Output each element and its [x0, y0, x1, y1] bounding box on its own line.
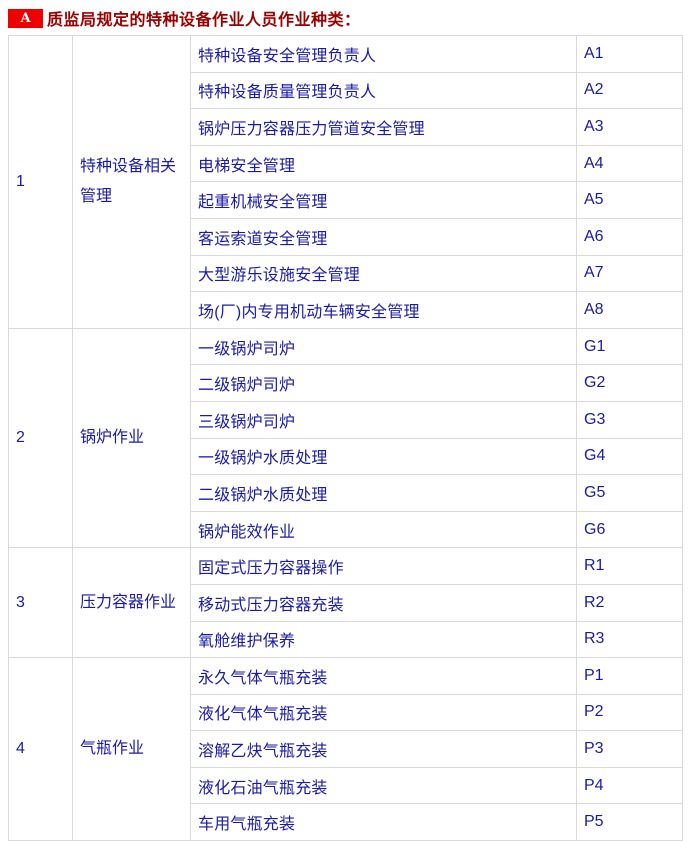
job-code-cell: A6 — [576, 217, 683, 256]
table-row: 锅炉压力容器压力管道安全管理 A3 — [9, 108, 683, 146]
job-code-cell: G2 — [576, 364, 683, 402]
job-name-cell: 固定式压力容器操作 — [190, 547, 577, 585]
group-number-cell: 1 — [8, 35, 73, 329]
table-row: 大型游乐设施安全管理 A7 — [9, 254, 683, 293]
job-name-cell: 溶解乙炔气瓶充装 — [190, 730, 577, 768]
job-code-cell: A1 — [576, 35, 683, 73]
job-name-cell: 场(厂)内专用机动车辆安全管理 — [190, 291, 577, 329]
job-name-cell: 液化石油气瓶充装 — [190, 766, 577, 805]
job-code-cell: A8 — [576, 291, 683, 329]
job-name-cell: 客运索道安全管理 — [190, 217, 577, 256]
group-category-cell: 特种设备相关管理 — [72, 35, 191, 329]
job-code-cell: G1 — [576, 327, 683, 366]
group-number-cell: 3 — [8, 547, 73, 659]
job-code-cell: G4 — [576, 437, 683, 476]
job-code-cell: R1 — [576, 547, 683, 585]
job-code-cell: A5 — [576, 181, 683, 219]
table-row: 锅炉能效作业 G6 — [9, 510, 683, 549]
job-name-cell: 氧舱维护保养 — [190, 620, 577, 659]
table-row: 车用气瓶充装 P5 — [9, 803, 683, 841]
job-code-cell: G3 — [576, 400, 683, 439]
table-row: 氧舱维护保养 R3 — [9, 620, 683, 659]
group-number-cell: 4 — [8, 657, 73, 841]
page-title: 质监局规定的特种设备作业人员作业种类： — [47, 12, 361, 29]
job-name-cell: 电梯安全管理 — [190, 144, 577, 183]
job-name-cell: 三级锅炉司炉 — [190, 400, 577, 439]
table-row: 场(厂)内专用机动车辆安全管理 A8 — [9, 291, 683, 329]
table-row: 溶解乙炔气瓶充装 P3 — [9, 730, 683, 768]
table-row: 特种设备质量管理负责人 A2 — [9, 71, 683, 110]
page-title-bar: A 质监局规定的特种设备作业人员作业种类： — [8, 8, 681, 29]
job-code-cell: P4 — [576, 766, 683, 805]
table-row: 2 锅炉作业 一级锅炉司炉 G1 — [8, 327, 683, 549]
group-category-cell: 锅炉作业 — [72, 327, 191, 549]
table-row: 移动式压力容器充装 R2 — [9, 583, 683, 622]
job-code-cell: G5 — [576, 474, 683, 512]
group-category-cell: 压力容器作业 — [72, 547, 191, 659]
section-a-badge: A — [8, 8, 43, 28]
job-name-cell: 液化气体气瓶充装 — [190, 693, 577, 732]
job-name-cell: 一级锅炉水质处理 — [190, 437, 577, 476]
job-code-cell: R3 — [576, 620, 683, 659]
job-code-cell: P3 — [576, 730, 683, 768]
job-name-cell: 一级锅炉司炉 — [190, 327, 577, 366]
table-row: 起重机械安全管理 A5 — [9, 181, 683, 219]
job-name-cell: 特种设备安全管理负责人 — [190, 35, 577, 73]
table-row: 液化石油气瓶充装 P4 — [9, 766, 683, 805]
job-name-cell: 永久气体气瓶充装 — [190, 657, 577, 695]
job-code-cell: P5 — [576, 803, 683, 841]
job-name-cell: 大型游乐设施安全管理 — [190, 254, 577, 293]
job-categories-table-body: 1 特种设备相关管理 特种设备安全管理负责人 A1 特种设备质量管理负责人 A2 锅炉压力容… — [8, 35, 683, 841]
job-code-cell: A2 — [576, 71, 683, 110]
table-row: 三级锅炉司炉 G3 — [9, 400, 683, 439]
job-code-cell: A3 — [576, 108, 683, 146]
job-name-cell: 移动式压力容器充装 — [190, 583, 577, 622]
job-name-cell: 车用气瓶充装 — [190, 803, 577, 841]
job-code-cell: P1 — [576, 657, 683, 695]
table-row: 3 压力容器作业 固定式压力容器操作 R1 — [8, 547, 683, 659]
table-row: 4 气瓶作业 永久气体气瓶充装 P1 — [8, 657, 683, 841]
job-code-cell: P2 — [576, 693, 683, 732]
job-name-cell: 二级锅炉水质处理 — [190, 474, 577, 512]
job-name-cell: 锅炉能效作业 — [190, 510, 577, 549]
job-code-cell: A7 — [576, 254, 683, 293]
job-name-cell: 特种设备质量管理负责人 — [190, 71, 577, 110]
group-category-cell: 气瓶作业 — [72, 657, 191, 841]
group-number-cell: 2 — [8, 327, 73, 549]
table-row: 二级锅炉水质处理 G5 — [9, 474, 683, 512]
job-code-cell: R2 — [576, 583, 683, 622]
job-categories-table: 1 特种设备相关管理 特种设备安全管理负责人 A1 特种设备质量管理负责人 A2 锅炉压力容… — [8, 35, 683, 841]
table-row: 客运索道安全管理 A6 — [9, 217, 683, 256]
job-code-cell: G6 — [576, 510, 683, 549]
table-row: 1 特种设备相关管理 特种设备安全管理负责人 A1 — [8, 35, 683, 329]
table-row: 电梯安全管理 A4 — [9, 144, 683, 183]
table-row: 液化气体气瓶充装 P2 — [9, 693, 683, 732]
table-row: 二级锅炉司炉 G2 — [9, 364, 683, 402]
job-name-cell: 锅炉压力容器压力管道安全管理 — [190, 108, 577, 146]
job-name-cell: 起重机械安全管理 — [190, 181, 577, 219]
job-code-cell: A4 — [576, 144, 683, 183]
job-name-cell: 二级锅炉司炉 — [190, 364, 577, 402]
